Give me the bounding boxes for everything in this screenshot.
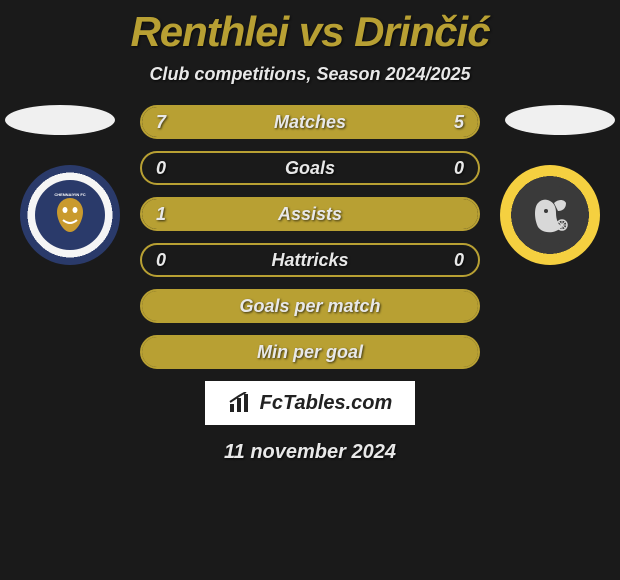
svg-text:CHENNAIYIN FC: CHENNAIYIN FC (54, 192, 85, 197)
stat-label: Min per goal (142, 342, 478, 363)
stat-row: Goals0 0 (140, 151, 480, 185)
stat-row: Goals per match (140, 289, 480, 323)
stat-value-left: 1 (156, 204, 166, 225)
stat-value-left: 0 (156, 158, 166, 179)
kerala-blasters-crest-icon (518, 183, 582, 247)
stat-row: Hattricks0 0 (140, 243, 480, 277)
stats-container: Matches75Goals00Assists1Hattricks00Goals… (140, 105, 480, 369)
stat-value-right: 0 (454, 158, 464, 179)
stat-label: Matches (142, 112, 478, 133)
comparison-panel: CHENNAIYIN FC Matches75Goals00Assists1Ha… (0, 105, 620, 464)
chennaiyin-crest-icon: CHENNAIYIN FC (45, 190, 95, 240)
stat-value-left: 0 (156, 250, 166, 271)
club-badge-left-inner: CHENNAIYIN FC (35, 180, 105, 250)
page-subtitle: Club competitions, Season 2024/2025 (0, 64, 620, 85)
stat-value-right: 5 (454, 112, 464, 133)
player-placeholder-right (505, 105, 615, 135)
stat-label: Hattricks (142, 250, 478, 271)
stat-row: Assists1 (140, 197, 480, 231)
page-title: Renthlei vs Drinčić (0, 0, 620, 56)
stat-value-left: 7 (156, 112, 166, 133)
player-placeholder-left (5, 105, 115, 135)
stat-row: Min per goal (140, 335, 480, 369)
brand-text: FcTables.com (260, 392, 393, 415)
club-badge-right (500, 165, 600, 265)
stat-value-right: 0 (454, 250, 464, 271)
stat-label: Goals per match (142, 296, 478, 317)
chart-icon (228, 392, 254, 414)
branding-bar: FcTables.com (205, 381, 415, 425)
club-badge-right-inner (518, 183, 582, 247)
date-label: 11 november 2024 (0, 441, 620, 464)
stat-label: Goals (142, 158, 478, 179)
stat-label: Assists (142, 204, 478, 225)
stat-row: Matches7 5 (140, 105, 480, 139)
club-badge-left: CHENNAIYIN FC (20, 165, 120, 265)
